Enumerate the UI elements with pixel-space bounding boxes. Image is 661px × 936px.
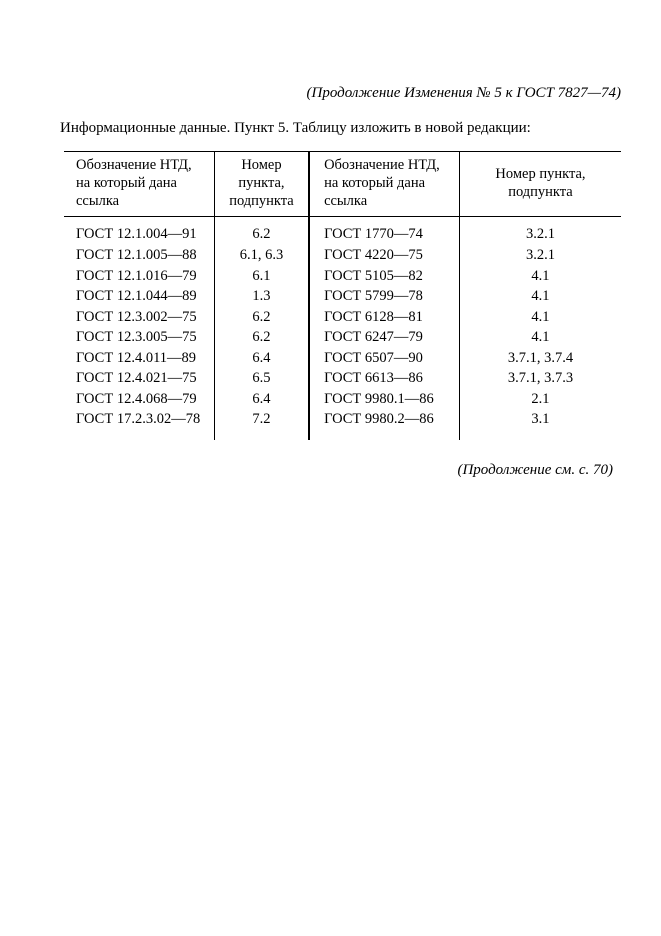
cell-ntd-left: ГОСТ 12.3.002—75 (64, 307, 214, 328)
reference-table-wrap: Обозначение НТД, на который дана ссылка … (48, 151, 623, 440)
cell-punkt-left: 7.2 (214, 410, 309, 440)
cell-ntd-left: ГОСТ 12.4.021—75 (64, 369, 214, 390)
table-row: ГОСТ 12.1.004—916.2ГОСТ 1770—743.2.1 (64, 217, 621, 246)
header-punkt-left: Номер пункта, подпункта (214, 152, 309, 217)
cell-punkt-right: 3.7.1, 3.7.3 (459, 369, 621, 390)
header-continuation: (Продолжение Изменения № 5 к ГОСТ 7827—7… (48, 85, 623, 102)
cell-ntd-left: ГОСТ 12.1.044—89 (64, 287, 214, 308)
cell-ntd-right: ГОСТ 9980.1—86 (309, 389, 459, 410)
table-header-row: Обозначение НТД, на который дана ссылка … (64, 152, 621, 217)
cell-ntd-right: ГОСТ 5799—78 (309, 287, 459, 308)
table-row: ГОСТ 12.4.021—756.5ГОСТ 6613—863.7.1, 3.… (64, 369, 621, 390)
footer-continuation-note: (Продолжение см. с. 70) (48, 462, 623, 479)
table-row: ГОСТ 12.1.044—891.3ГОСТ 5799—784.1 (64, 287, 621, 308)
header-ntd-left: Обозначение НТД, на который дана ссылка (64, 152, 214, 217)
cell-punkt-right: 2.1 (459, 389, 621, 410)
table-row: ГОСТ 12.3.005—756.2ГОСТ 6247—794.1 (64, 328, 621, 349)
table-row: ГОСТ 12.4.068—796.4ГОСТ 9980.1—862.1 (64, 389, 621, 410)
cell-punkt-left: 1.3 (214, 287, 309, 308)
table-body: ГОСТ 12.1.004—916.2ГОСТ 1770—743.2.1ГОСТ… (64, 217, 621, 440)
cell-ntd-right: ГОСТ 6507—90 (309, 348, 459, 369)
cell-ntd-left: ГОСТ 12.3.005—75 (64, 328, 214, 349)
table-row: ГОСТ 12.1.005—886.1, 6.3ГОСТ 4220—753.2.… (64, 245, 621, 266)
reference-table: Обозначение НТД, на который дана ссылка … (64, 151, 621, 440)
cell-punkt-right: 3.2.1 (459, 217, 621, 246)
cell-punkt-left: 6.1 (214, 266, 309, 287)
cell-ntd-left: ГОСТ 12.1.005—88 (64, 245, 214, 266)
cell-punkt-left: 6.1, 6.3 (214, 245, 309, 266)
cell-punkt-right: 4.1 (459, 328, 621, 349)
cell-punkt-left: 6.4 (214, 389, 309, 410)
cell-ntd-left: ГОСТ 12.4.011—89 (64, 348, 214, 369)
cell-punkt-right: 4.1 (459, 287, 621, 308)
cell-punkt-left: 6.5 (214, 369, 309, 390)
cell-punkt-left: 6.4 (214, 348, 309, 369)
cell-ntd-left: ГОСТ 12.4.068—79 (64, 389, 214, 410)
cell-punkt-right: 4.1 (459, 307, 621, 328)
cell-ntd-left: ГОСТ 12.1.004—91 (64, 217, 214, 246)
cell-ntd-left: ГОСТ 17.2.3.02—78 (64, 410, 214, 440)
cell-ntd-right: ГОСТ 9980.2—86 (309, 410, 459, 440)
cell-punkt-left: 6.2 (214, 307, 309, 328)
cell-punkt-right: 3.1 (459, 410, 621, 440)
cell-punkt-right: 4.1 (459, 266, 621, 287)
table-row: ГОСТ 12.1.016—796.1ГОСТ 5105—824.1 (64, 266, 621, 287)
header-ntd-right: Обозначение НТД, на который дана ссылка (309, 152, 459, 217)
cell-ntd-right: ГОСТ 6613—86 (309, 369, 459, 390)
intro-line: Информационные данные. Пункт 5. Таблицу … (48, 120, 623, 137)
cell-ntd-right: ГОСТ 1770—74 (309, 217, 459, 246)
cell-punkt-right: 3.7.1, 3.7.4 (459, 348, 621, 369)
cell-punkt-left: 6.2 (214, 328, 309, 349)
cell-ntd-right: ГОСТ 6128—81 (309, 307, 459, 328)
table-row: ГОСТ 12.3.002—756.2ГОСТ 6128—814.1 (64, 307, 621, 328)
cell-ntd-right: ГОСТ 4220—75 (309, 245, 459, 266)
cell-ntd-right: ГОСТ 6247—79 (309, 328, 459, 349)
cell-ntd-right: ГОСТ 5105—82 (309, 266, 459, 287)
table-row: ГОСТ 17.2.3.02—787.2ГОСТ 9980.2—863.1 (64, 410, 621, 440)
cell-punkt-right: 3.2.1 (459, 245, 621, 266)
table-row: ГОСТ 12.4.011—896.4ГОСТ 6507—903.7.1, 3.… (64, 348, 621, 369)
header-punkt-right: Номер пункта, подпункта (459, 152, 621, 217)
cell-punkt-left: 6.2 (214, 217, 309, 246)
cell-ntd-left: ГОСТ 12.1.016—79 (64, 266, 214, 287)
